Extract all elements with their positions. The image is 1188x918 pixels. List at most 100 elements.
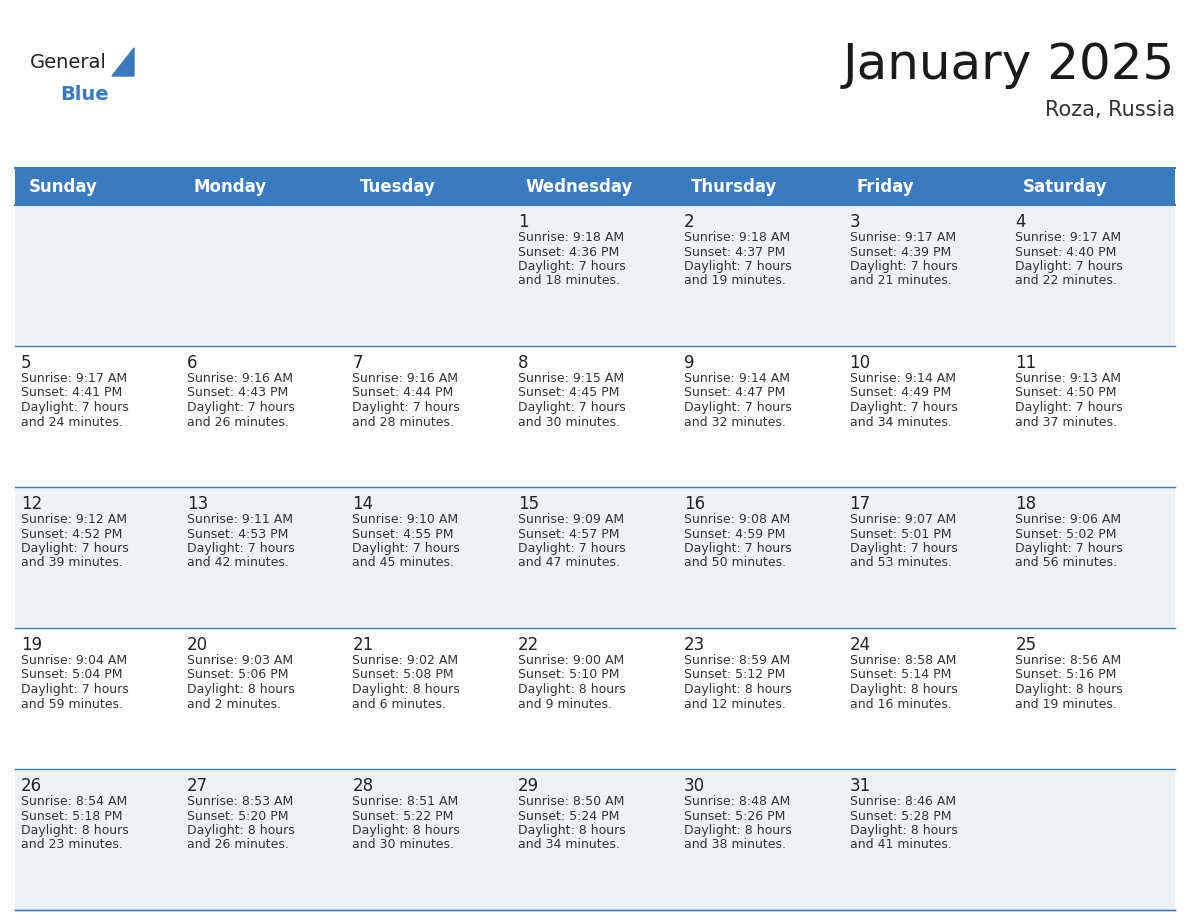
Text: 9: 9 bbox=[684, 354, 694, 372]
Text: 3: 3 bbox=[849, 213, 860, 231]
Text: Wednesday: Wednesday bbox=[525, 177, 633, 196]
Text: Sunset: 4:57 PM: Sunset: 4:57 PM bbox=[518, 528, 620, 541]
Text: Daylight: 8 hours: Daylight: 8 hours bbox=[187, 824, 295, 837]
Text: and 24 minutes.: and 24 minutes. bbox=[21, 416, 122, 429]
Text: and 45 minutes.: and 45 minutes. bbox=[353, 556, 455, 569]
Text: Sunrise: 9:14 AM: Sunrise: 9:14 AM bbox=[684, 372, 790, 385]
Text: 22: 22 bbox=[518, 636, 539, 654]
Text: Daylight: 8 hours: Daylight: 8 hours bbox=[353, 824, 460, 837]
Text: Sunset: 4:47 PM: Sunset: 4:47 PM bbox=[684, 386, 785, 399]
Text: Daylight: 7 hours: Daylight: 7 hours bbox=[187, 542, 295, 555]
Text: Daylight: 7 hours: Daylight: 7 hours bbox=[684, 542, 791, 555]
Text: Daylight: 7 hours: Daylight: 7 hours bbox=[1016, 401, 1123, 414]
Text: and 30 minutes.: and 30 minutes. bbox=[518, 416, 620, 429]
Text: Daylight: 8 hours: Daylight: 8 hours bbox=[21, 824, 128, 837]
Text: and 47 minutes.: and 47 minutes. bbox=[518, 556, 620, 569]
Bar bbox=[1010, 168, 1175, 205]
Text: Sunrise: 8:54 AM: Sunrise: 8:54 AM bbox=[21, 795, 127, 808]
Text: Sunrise: 9:07 AM: Sunrise: 9:07 AM bbox=[849, 513, 956, 526]
Text: Daylight: 7 hours: Daylight: 7 hours bbox=[353, 401, 460, 414]
Text: Sunset: 4:55 PM: Sunset: 4:55 PM bbox=[353, 528, 454, 541]
Text: and 23 minutes.: and 23 minutes. bbox=[21, 838, 122, 852]
Text: 7: 7 bbox=[353, 354, 362, 372]
Bar bbox=[181, 168, 347, 205]
Text: 8: 8 bbox=[518, 354, 529, 372]
Text: Daylight: 8 hours: Daylight: 8 hours bbox=[518, 824, 626, 837]
Text: Sunset: 5:20 PM: Sunset: 5:20 PM bbox=[187, 810, 289, 823]
Text: Sunrise: 9:18 AM: Sunrise: 9:18 AM bbox=[518, 231, 624, 244]
Text: Saturday: Saturday bbox=[1023, 177, 1107, 196]
Text: Daylight: 7 hours: Daylight: 7 hours bbox=[187, 401, 295, 414]
Text: Sunrise: 9:16 AM: Sunrise: 9:16 AM bbox=[353, 372, 459, 385]
Text: Daylight: 7 hours: Daylight: 7 hours bbox=[849, 260, 958, 273]
Text: 15: 15 bbox=[518, 495, 539, 513]
Text: Sunrise: 9:14 AM: Sunrise: 9:14 AM bbox=[849, 372, 955, 385]
Text: and 26 minutes.: and 26 minutes. bbox=[187, 416, 289, 429]
Text: Sunset: 5:28 PM: Sunset: 5:28 PM bbox=[849, 810, 952, 823]
Text: Sunset: 5:01 PM: Sunset: 5:01 PM bbox=[849, 528, 952, 541]
Text: Daylight: 8 hours: Daylight: 8 hours bbox=[187, 683, 295, 696]
Text: Daylight: 8 hours: Daylight: 8 hours bbox=[849, 683, 958, 696]
Text: and 34 minutes.: and 34 minutes. bbox=[849, 416, 952, 429]
Text: Sunrise: 8:53 AM: Sunrise: 8:53 AM bbox=[187, 795, 293, 808]
Text: 2: 2 bbox=[684, 213, 695, 231]
Text: Sunrise: 9:11 AM: Sunrise: 9:11 AM bbox=[187, 513, 292, 526]
Text: and 12 minutes.: and 12 minutes. bbox=[684, 698, 785, 711]
Text: and 39 minutes.: and 39 minutes. bbox=[21, 556, 122, 569]
Text: Sunrise: 9:04 AM: Sunrise: 9:04 AM bbox=[21, 654, 127, 667]
Text: Sunrise: 8:50 AM: Sunrise: 8:50 AM bbox=[518, 795, 625, 808]
Text: and 19 minutes.: and 19 minutes. bbox=[684, 274, 785, 287]
Text: Daylight: 7 hours: Daylight: 7 hours bbox=[21, 401, 128, 414]
Text: 17: 17 bbox=[849, 495, 871, 513]
Text: Daylight: 8 hours: Daylight: 8 hours bbox=[518, 683, 626, 696]
Text: Daylight: 8 hours: Daylight: 8 hours bbox=[849, 824, 958, 837]
Text: 4: 4 bbox=[1016, 213, 1025, 231]
Text: Sunset: 4:49 PM: Sunset: 4:49 PM bbox=[849, 386, 950, 399]
Text: 31: 31 bbox=[849, 777, 871, 795]
Bar bbox=[15, 346, 1175, 487]
Text: Sunset: 5:24 PM: Sunset: 5:24 PM bbox=[518, 810, 619, 823]
Text: Monday: Monday bbox=[194, 177, 267, 196]
Text: 6: 6 bbox=[187, 354, 197, 372]
Text: Sunset: 4:52 PM: Sunset: 4:52 PM bbox=[21, 528, 122, 541]
Text: Daylight: 7 hours: Daylight: 7 hours bbox=[21, 542, 128, 555]
Text: Sunrise: 9:18 AM: Sunrise: 9:18 AM bbox=[684, 231, 790, 244]
Text: Daylight: 7 hours: Daylight: 7 hours bbox=[684, 260, 791, 273]
Text: Daylight: 8 hours: Daylight: 8 hours bbox=[1016, 683, 1123, 696]
Text: and 30 minutes.: and 30 minutes. bbox=[353, 838, 455, 852]
Bar bbox=[678, 168, 843, 205]
Text: 26: 26 bbox=[21, 777, 42, 795]
Bar bbox=[15, 205, 1175, 346]
Text: Daylight: 7 hours: Daylight: 7 hours bbox=[518, 401, 626, 414]
Text: Daylight: 7 hours: Daylight: 7 hours bbox=[353, 542, 460, 555]
Text: General: General bbox=[30, 52, 107, 72]
Text: Sunset: 4:50 PM: Sunset: 4:50 PM bbox=[1016, 386, 1117, 399]
Text: Daylight: 7 hours: Daylight: 7 hours bbox=[518, 260, 626, 273]
Text: 12: 12 bbox=[21, 495, 43, 513]
Text: and 2 minutes.: and 2 minutes. bbox=[187, 698, 280, 711]
Text: Sunrise: 9:03 AM: Sunrise: 9:03 AM bbox=[187, 654, 292, 667]
Bar bbox=[15, 168, 181, 205]
Text: and 41 minutes.: and 41 minutes. bbox=[849, 838, 952, 852]
Text: Sunrise: 8:46 AM: Sunrise: 8:46 AM bbox=[849, 795, 955, 808]
Text: Sunset: 5:18 PM: Sunset: 5:18 PM bbox=[21, 810, 122, 823]
Text: and 32 minutes.: and 32 minutes. bbox=[684, 416, 785, 429]
Text: Sunset: 5:16 PM: Sunset: 5:16 PM bbox=[1016, 668, 1117, 681]
Text: 25: 25 bbox=[1016, 636, 1036, 654]
Text: 19: 19 bbox=[21, 636, 42, 654]
Text: Sunset: 4:53 PM: Sunset: 4:53 PM bbox=[187, 528, 287, 541]
Text: Thursday: Thursday bbox=[691, 177, 777, 196]
Text: Daylight: 7 hours: Daylight: 7 hours bbox=[849, 542, 958, 555]
Text: 23: 23 bbox=[684, 636, 706, 654]
Text: Daylight: 7 hours: Daylight: 7 hours bbox=[684, 401, 791, 414]
Text: 14: 14 bbox=[353, 495, 373, 513]
Text: Sunrise: 8:58 AM: Sunrise: 8:58 AM bbox=[849, 654, 956, 667]
Text: Sunset: 5:22 PM: Sunset: 5:22 PM bbox=[353, 810, 454, 823]
Text: Sunrise: 9:12 AM: Sunrise: 9:12 AM bbox=[21, 513, 127, 526]
Text: Daylight: 7 hours: Daylight: 7 hours bbox=[21, 683, 128, 696]
Text: Roza, Russia: Roza, Russia bbox=[1045, 100, 1175, 120]
Text: Sunrise: 8:59 AM: Sunrise: 8:59 AM bbox=[684, 654, 790, 667]
Text: 18: 18 bbox=[1016, 495, 1036, 513]
Text: Daylight: 7 hours: Daylight: 7 hours bbox=[1016, 542, 1123, 555]
Text: Tuesday: Tuesday bbox=[360, 177, 436, 196]
